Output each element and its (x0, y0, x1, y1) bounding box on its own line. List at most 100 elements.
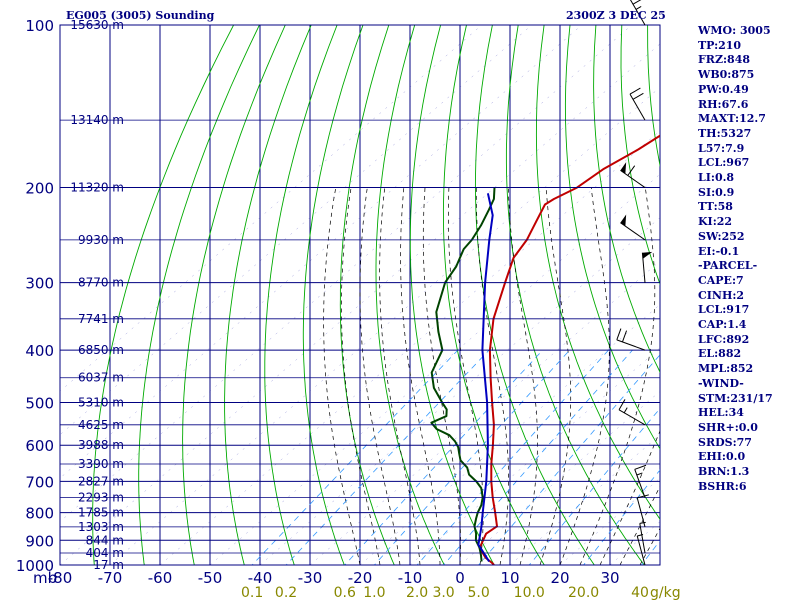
index-row: TH:5327 (698, 126, 752, 140)
wind-barb-staff (634, 469, 646, 498)
isotherm-line (309, 260, 660, 565)
sounding-title: EG005 (3005) Sounding (66, 9, 215, 22)
moist-adiabat-line (359, 187, 401, 565)
height-label: 3390 m (78, 457, 124, 471)
mixing-ratio-lines (251, 349, 660, 565)
mixing-ratio-label: 1.0 (363, 585, 385, 600)
dry-adiabat-line (182, 25, 286, 565)
wind-barb (634, 464, 647, 498)
wind-barb (639, 521, 646, 554)
index-row: CAPE:7 (698, 273, 744, 287)
pressure-tick-label: 600 (25, 437, 54, 455)
plot-area (60, 25, 660, 565)
wind-barb-flag (616, 328, 622, 341)
pressure-tick-label: 300 (25, 275, 54, 293)
wind-barb-staff (618, 409, 646, 426)
index-row: STM:231/17 (698, 391, 773, 405)
height-label: 15630 m (70, 18, 124, 32)
pressure-tick-label: 1000 (16, 557, 54, 575)
index-row: -PARCEL- (698, 259, 758, 273)
isotherm-line (509, 434, 660, 565)
pressure-tick-label: 400 (25, 342, 54, 360)
dry-adiabat-line (339, 25, 395, 565)
mixing-ratio-line (251, 349, 459, 565)
dry-adiabat-line (474, 25, 595, 565)
index-row: SI:0.9 (698, 185, 735, 199)
index-row: SRDS:77 (698, 435, 752, 449)
index-row: TP:210 (698, 38, 742, 52)
wind-barb-flag (632, 92, 644, 100)
dry-adiabat-line (535, 25, 660, 520)
wind-barb (616, 328, 646, 351)
wind-barb-half-flag (636, 472, 643, 476)
mixing-ratio-line (344, 349, 543, 565)
mixing-ratio-label: 2.0 (406, 585, 428, 600)
height-label: 2293 m (78, 491, 124, 505)
wind-barb (618, 399, 646, 426)
index-row: BSHR:6 (698, 479, 747, 493)
wind-barb-half-flag (635, 5, 642, 10)
isotherm-line (60, 25, 582, 479)
index-row: KI:22 (698, 215, 733, 229)
isotherm-line (409, 347, 660, 565)
moist-adiabat-line (539, 187, 572, 565)
wind-barb-half-flag (639, 521, 646, 524)
isobars (60, 24, 660, 566)
height-label: 9930 m (78, 233, 124, 247)
index-row: LI:0.8 (698, 171, 735, 185)
height-label: 1785 m (78, 506, 124, 520)
height-label: 4625 m (78, 418, 124, 432)
moist-adiabat-line (599, 429, 660, 565)
index-row: SW:252 (698, 229, 745, 243)
dry-adiabats (92, 25, 660, 565)
mixing-ratio-label: 0.6 (334, 585, 356, 600)
pressure-tick-label: 100 (25, 17, 54, 35)
height-label: 1303 m (78, 520, 124, 534)
dry-adiabat-line (264, 25, 338, 565)
temperature-tick-label: 10 (500, 569, 519, 587)
moist-adiabat-line (379, 187, 421, 565)
dewpoint-trace (430, 187, 496, 562)
pressure-tick-label: 700 (25, 473, 54, 491)
wind-barb-flag (634, 464, 647, 470)
wind-barb-flag (637, 494, 649, 499)
moist-adiabat-line (422, 187, 461, 565)
mixing-ratio-label: 0.2 (275, 585, 297, 600)
wind-barb-staff (620, 222, 646, 241)
mixing-ratio-label: 40 (631, 585, 649, 600)
mixing-ratio-label: 5.0 (467, 585, 489, 600)
height-label: 17 m (93, 558, 124, 572)
mixing-ratio-line (416, 349, 609, 565)
temperature-tick-label: -40 (248, 569, 273, 587)
index-row: PW:0.49 (698, 82, 749, 96)
height-label: 6850 m (78, 343, 124, 357)
temperature-tick-label: -50 (198, 569, 223, 587)
wind-barb (620, 162, 646, 188)
mixing-ratio-label: 20.0 (568, 585, 599, 600)
wind-barb-staff (629, 0, 646, 26)
height-label: 11320 m (70, 181, 124, 195)
temperature-tick-label: 20 (550, 569, 569, 587)
wind-barb-pennant (642, 251, 653, 259)
index-row: WB0:875 (698, 68, 755, 82)
isotherm-line (459, 391, 660, 565)
temperature-tick-label: -10 (398, 569, 423, 587)
stability-indices-panel: WMO: 3005 TP:210 FRZ:848 WB0:875 PW:0.49 RH:6… (698, 24, 798, 495)
pressure-tick-label: 800 (25, 505, 54, 523)
mixing-ratio-line (285, 349, 490, 565)
index-row: LCL:967 (698, 156, 750, 170)
isotherm-line (60, 25, 632, 522)
wind-barb-staff (636, 497, 646, 528)
dry-adiabat-line (302, 25, 364, 565)
mixing-ratio-label: 3.0 (432, 585, 454, 600)
wind-barb-flag (621, 330, 628, 343)
dry-adiabat-line (409, 25, 495, 565)
wind-barb (620, 214, 646, 241)
index-row: -WIND- (698, 376, 744, 390)
isotherm-line (259, 217, 660, 565)
index-row: EI:-0.1 (698, 244, 740, 258)
isotherm-line (159, 130, 660, 565)
pressure-tick-label: 500 (25, 394, 54, 412)
wind-barb-half-flag (637, 533, 644, 537)
